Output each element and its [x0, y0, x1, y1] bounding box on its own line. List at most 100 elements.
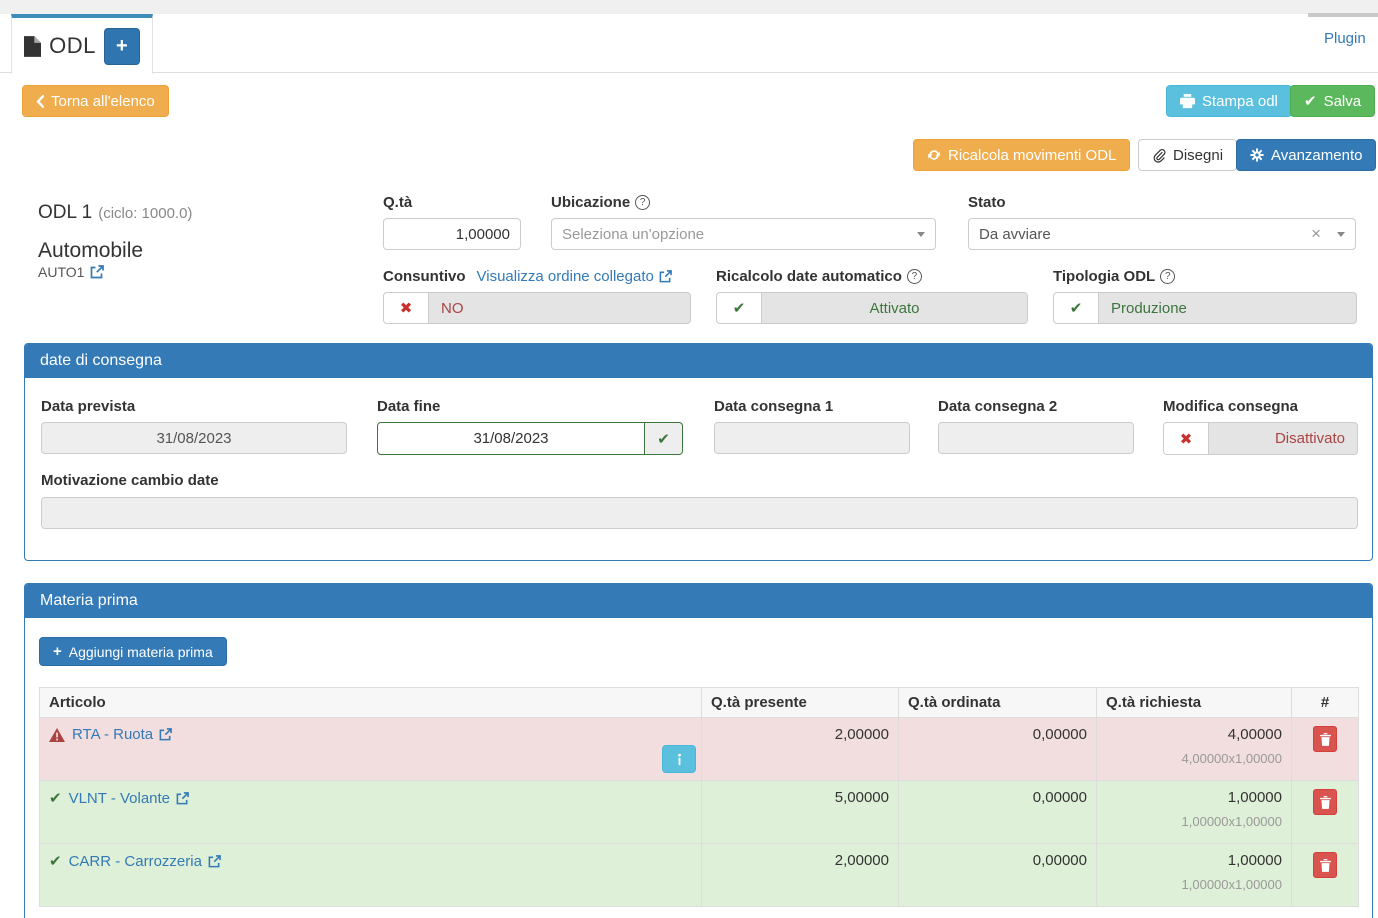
consuntivo-label: Consuntivo — [383, 268, 466, 285]
save-button[interactable]: ✔ Salva — [1290, 85, 1376, 117]
qty-requested-value: 4,00000 — [1227, 726, 1282, 743]
warning-icon — [49, 727, 65, 742]
odl-type-toggle[interactable]: ✔ Produzione — [1053, 292, 1357, 324]
qty-requested-cell: 1,00000 1,00000x1,00000 — [1096, 780, 1292, 844]
plugin-link[interactable]: Plugin — [1324, 30, 1366, 47]
odl-cycle: (ciclo: 1000.0) — [98, 205, 193, 222]
recalc-movements-button[interactable]: Ricalcola movimenti ODL — [913, 139, 1131, 171]
qty-requested-value: 1,00000 — [1227, 789, 1282, 806]
open-product-link[interactable] — [90, 265, 105, 279]
x-icon: ✖ — [1164, 423, 1209, 454]
location-label: Ubicazione ? — [551, 194, 651, 211]
qty-input[interactable] — [383, 218, 521, 250]
qty-requested-detail: 1,00000x1,00000 — [1181, 877, 1282, 892]
tabbar-divider — [0, 72, 1378, 73]
article-name: RTA - Ruota — [72, 726, 154, 743]
article-link[interactable]: RTA - Ruota — [72, 726, 173, 743]
odl-type-label-row: Tipologia ODL ? — [1053, 268, 1176, 285]
expected-date-label: Data prevista — [41, 398, 136, 415]
end-date-input[interactable] — [377, 422, 645, 455]
new-odl-button[interactable]: + — [103, 27, 140, 65]
consuntivo-toggle[interactable]: ✖ NO — [383, 292, 691, 324]
modify-delivery-label: Modifica consegna — [1163, 398, 1299, 415]
tab-odl-label: ODL — [49, 33, 96, 58]
status-select[interactable]: Da avviare × — [968, 218, 1356, 250]
modify-delivery-toggle[interactable]: ✖ Disattivato — [1163, 422, 1358, 455]
check-icon: ✔ — [49, 790, 62, 807]
save-label: Salva — [1323, 92, 1362, 110]
progress-button[interactable]: Avanzamento — [1236, 139, 1377, 171]
info-button[interactable] — [662, 745, 696, 773]
printer-icon — [1180, 93, 1195, 109]
col-qty-present: Q.tà presente — [701, 687, 899, 718]
odl-title: ODL 1 (ciclo: 1000.0) — [38, 202, 192, 224]
col-actions: # — [1291, 687, 1359, 718]
delete-row-button[interactable] — [1313, 852, 1337, 878]
consuntivo-label-row: Consuntivo Visualizza ordine collegato — [383, 268, 672, 285]
auto-dates-label: Ricalcolo date automatico — [716, 268, 902, 285]
qty-label: Q.tà — [383, 194, 413, 211]
auto-dates-label-row: Ricalcolo date automatico ? — [716, 268, 922, 285]
auto-dates-value: Attivato — [869, 299, 920, 317]
location-select[interactable]: Seleziona un'opzione — [551, 218, 936, 250]
status-value: Da avviare — [979, 225, 1051, 243]
qty-requested-detail: 1,00000x1,00000 — [1181, 814, 1282, 829]
expected-date-input — [41, 422, 347, 454]
article-link[interactable]: VLNT - Volante — [69, 790, 189, 807]
article-name: VLNT - Volante — [68, 789, 171, 807]
qty-requested-value: 1,00000 — [1227, 852, 1282, 869]
top-strip — [0, 0, 1378, 14]
external-link-icon — [208, 854, 221, 868]
delivery1-label: Data consegna 1 — [714, 398, 834, 415]
external-link-icon — [159, 728, 173, 741]
delivery2-input — [938, 422, 1134, 454]
delete-row-button[interactable] — [1313, 726, 1337, 752]
back-to-list-button[interactable]: Torna all'elenco — [22, 85, 169, 117]
qty-present-cell: 2,00000 — [701, 843, 899, 907]
qty-requested-cell: 1,00000 1,00000x1,00000 — [1096, 843, 1292, 907]
x-icon: ✖ — [384, 293, 429, 323]
progress-label: Avanzamento — [1271, 146, 1363, 164]
qty-present-cell: 2,00000 — [701, 717, 899, 781]
help-icon: ? — [1160, 269, 1176, 284]
raw-materials-panel-title: Materia prima — [25, 584, 1372, 618]
qty-requested-cell: 4,00000 4,00000x1,00000 — [1096, 717, 1292, 781]
consuntivo-value: NO — [441, 299, 464, 317]
qty-ordered-cell: 0,00000 — [898, 717, 1097, 781]
linked-order-link[interactable]: Visualizza ordine collegato — [477, 268, 672, 285]
linked-order-link-text: Visualizza ordine collegato — [476, 268, 654, 285]
odl-type-value: Produzione — [1111, 299, 1187, 317]
odl-type-label: Tipologia ODL — [1053, 268, 1156, 285]
product-code-row: AUTO1 — [38, 264, 105, 280]
end-date-label: Data fine — [377, 398, 441, 415]
external-link-icon — [659, 270, 672, 283]
col-article: Articolo — [39, 687, 702, 718]
check-icon: ✔ — [1054, 293, 1099, 323]
col-qty-ordered: Q.tà ordinata — [898, 687, 1097, 718]
external-link-icon — [176, 791, 189, 805]
location-label-text: Ubicazione — [551, 194, 631, 211]
check-icon: ✔ — [1304, 93, 1317, 110]
delete-row-button[interactable] — [1313, 789, 1337, 815]
tab-odl[interactable]: ODL + — [11, 14, 153, 74]
add-material-button[interactable]: + Aggiungi materia prima — [39, 637, 227, 666]
delivery2-label: Data consegna 2 — [938, 398, 1058, 415]
print-odl-label: Stampa odl — [1202, 92, 1278, 110]
article-link[interactable]: CARR - Carrozzeria — [69, 853, 221, 870]
back-to-list-label: Torna all'elenco — [51, 92, 155, 110]
help-icon: ? — [635, 195, 651, 210]
delivery1-input — [714, 422, 910, 454]
material-row: ✔ CARR - Carrozzeria 2,00000 0,00000 — [39, 843, 1359, 907]
plus-icon: + — [53, 643, 62, 660]
check-icon: ✔ — [717, 293, 762, 323]
print-odl-button[interactable]: Stampa odl — [1166, 85, 1292, 117]
qty-ordered-cell: 0,00000 — [898, 780, 1097, 844]
drawings-button[interactable]: Disegni — [1138, 139, 1238, 171]
external-link-icon — [90, 265, 105, 279]
status-label: Stato — [968, 194, 1006, 211]
qty-present-cell: 5,00000 — [701, 780, 899, 844]
chevron-left-icon — [36, 94, 44, 108]
product-code: AUTO1 — [38, 264, 85, 280]
auto-dates-toggle[interactable]: ✔ Attivato — [716, 292, 1028, 324]
clear-icon[interactable]: × — [1311, 224, 1321, 243]
